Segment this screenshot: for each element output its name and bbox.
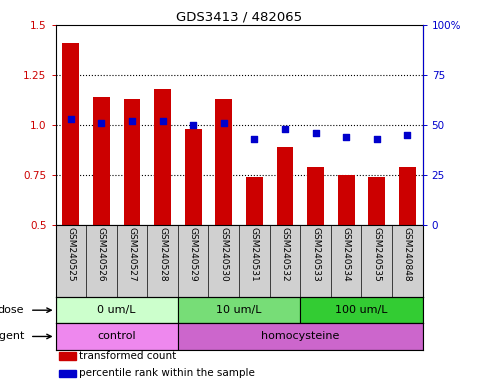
Text: GSM240528: GSM240528: [158, 227, 167, 282]
Text: GSM240848: GSM240848: [403, 227, 412, 282]
Text: GSM240525: GSM240525: [66, 227, 75, 282]
Bar: [277, 147, 293, 225]
Title: GDS3413 / 482065: GDS3413 / 482065: [176, 11, 302, 24]
Bar: [246, 177, 263, 225]
Text: GSM240535: GSM240535: [372, 227, 381, 282]
Bar: [124, 99, 141, 225]
Text: GSM240534: GSM240534: [341, 227, 351, 282]
Point: [189, 122, 197, 128]
Bar: [338, 175, 355, 225]
Bar: [62, 43, 79, 225]
Text: GSM240526: GSM240526: [97, 227, 106, 282]
Text: control: control: [98, 331, 136, 341]
Bar: [307, 167, 324, 225]
Text: dose: dose: [0, 305, 24, 315]
Bar: [59, 369, 76, 377]
Text: 0 um/L: 0 um/L: [98, 305, 136, 315]
Bar: [178, 323, 423, 349]
Point: [342, 134, 350, 140]
Point: [312, 130, 319, 136]
Bar: [56, 297, 178, 323]
Bar: [93, 97, 110, 225]
Text: GSM240532: GSM240532: [281, 227, 289, 282]
Bar: [154, 89, 171, 225]
Text: agent: agent: [0, 331, 24, 341]
Text: 100 um/L: 100 um/L: [335, 305, 388, 315]
Point: [67, 116, 75, 122]
Text: homocysteine: homocysteine: [261, 331, 340, 341]
Text: percentile rank within the sample: percentile rank within the sample: [79, 368, 256, 378]
Text: GSM240527: GSM240527: [128, 227, 137, 282]
Point: [220, 120, 227, 126]
Point: [403, 132, 411, 138]
Bar: [56, 323, 178, 349]
Bar: [178, 297, 300, 323]
Point: [128, 118, 136, 124]
Bar: [185, 129, 201, 225]
Point: [251, 136, 258, 142]
Point: [281, 126, 289, 132]
Text: GSM240533: GSM240533: [311, 227, 320, 282]
Text: GSM240531: GSM240531: [250, 227, 259, 282]
Point: [373, 136, 381, 142]
Text: transformed count: transformed count: [79, 351, 177, 361]
Bar: [399, 167, 416, 225]
Point: [98, 120, 105, 126]
Text: GSM240529: GSM240529: [189, 227, 198, 282]
Bar: [300, 297, 423, 323]
Bar: [215, 99, 232, 225]
Text: GSM240530: GSM240530: [219, 227, 228, 282]
Point: [159, 118, 167, 124]
Text: 10 um/L: 10 um/L: [216, 305, 262, 315]
Bar: [369, 177, 385, 225]
Bar: [59, 353, 76, 360]
